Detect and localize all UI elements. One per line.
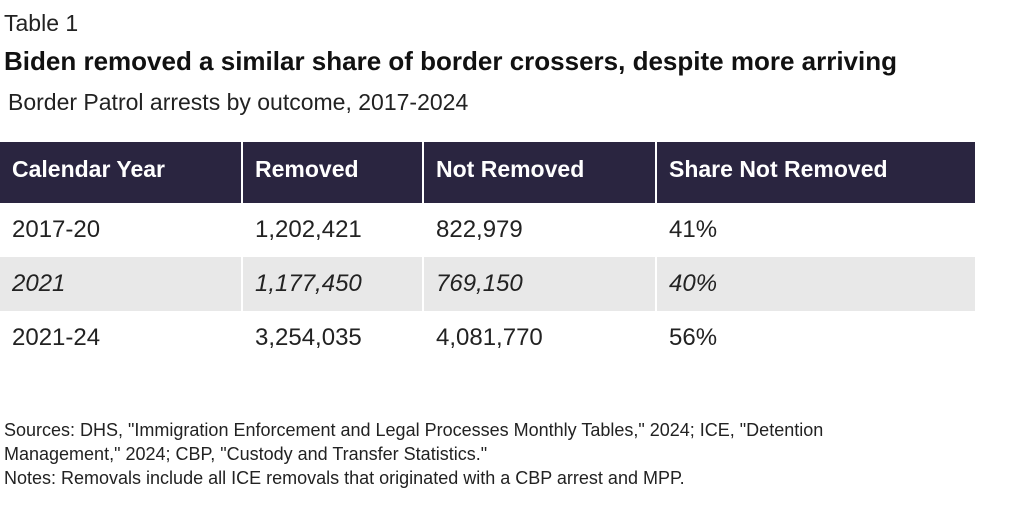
table-title: Biden removed a similar share of border …: [4, 46, 898, 76]
column-header-share-not-removed: Share Not Removed: [656, 142, 975, 203]
cell-removed: 3,254,035: [242, 311, 424, 365]
column-header-not-removed: Not Removed: [423, 142, 657, 203]
cell-not-removed: 822,979: [423, 203, 657, 257]
header-row: Calendar Year Removed Not Removed Share …: [0, 142, 975, 203]
cell-not-removed: 4,081,770: [423, 311, 657, 365]
table-row: 2021 1,177,450 769,150 40%: [0, 257, 975, 311]
cell-share: 40%: [656, 257, 975, 311]
table-row: 2021-24 3,254,035 4,081,770 56%: [0, 311, 975, 365]
data-table: Calendar Year Removed Not Removed Share …: [0, 142, 975, 365]
cell-removed: 1,177,450: [242, 257, 424, 311]
table-label: Table 1: [4, 10, 79, 36]
sources-line-2: Management," 2024; CBP, "Custody and Tra…: [4, 444, 488, 464]
cell-year: 2017-20: [0, 203, 243, 257]
cell-year: 2021-24: [0, 311, 243, 365]
column-header-removed: Removed: [242, 142, 424, 203]
cell-not-removed: 769,150: [423, 257, 657, 311]
table-row: 2017-20 1,202,421 822,979 41%: [0, 203, 975, 257]
sources-line-1: Sources: DHS, "Immigration Enforcement a…: [4, 420, 824, 440]
cell-year: 2021: [0, 257, 243, 311]
table-subtitle: Border Patrol arrests by outcome, 2017-2…: [8, 89, 469, 115]
cell-share: 56%: [669, 324, 718, 351]
source-notes: Sources: DHS, "Immigration Enforcement a…: [4, 418, 823, 490]
column-header-calendar-year: Calendar Year: [0, 142, 243, 203]
cell-removed: 1,202,421: [242, 203, 424, 257]
cell-share: 41%: [669, 216, 718, 243]
notes-line: Notes: Removals include all ICE removals…: [4, 468, 685, 488]
